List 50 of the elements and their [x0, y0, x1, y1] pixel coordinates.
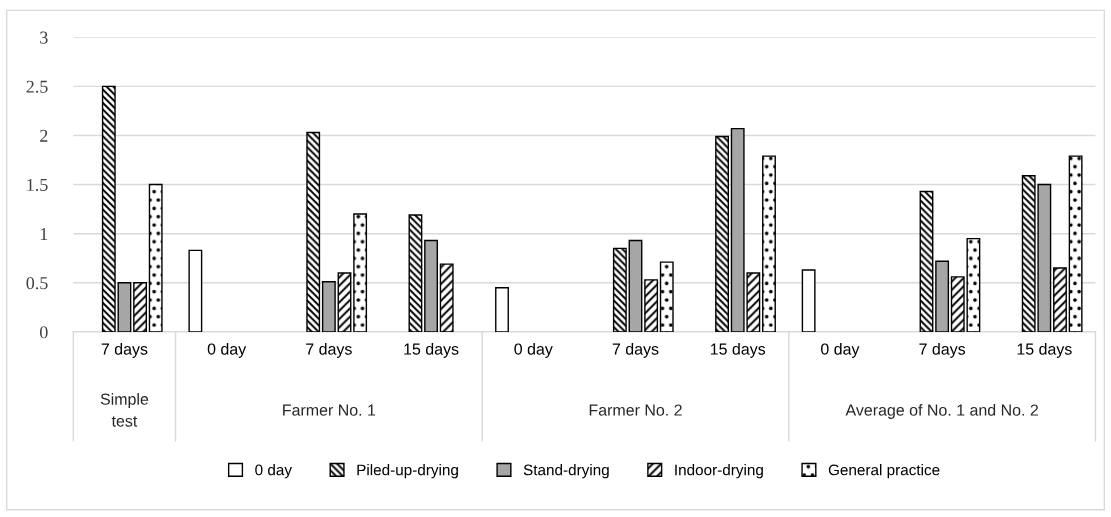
- bar: [762, 155, 776, 332]
- legend-label: 0 day: [255, 464, 292, 479]
- x-tick-label: 0 day: [821, 343, 860, 358]
- x-tick-label: 15 days: [710, 343, 766, 358]
- y-tick-label: 0.5: [26, 277, 48, 290]
- bar: [337, 272, 352, 332]
- bar: [353, 213, 368, 332]
- legend-label: Stand-drying: [523, 464, 609, 479]
- bar: [306, 131, 321, 332]
- x-tick-label: 0 day: [514, 343, 553, 358]
- bar: [1053, 267, 1067, 332]
- bar: [935, 260, 950, 332]
- x-tick-label: 15 days: [404, 343, 459, 358]
- x-tick-label: 7 days: [612, 343, 659, 358]
- bar: [321, 281, 336, 332]
- y-tick-label: 1.5: [27, 178, 48, 192]
- x-tick-label: 15 days: [1017, 343, 1072, 358]
- bar: [148, 183, 163, 332]
- bar: [644, 279, 659, 332]
- y-tick-label: 1: [40, 228, 48, 240]
- legend-label: General practice: [828, 464, 940, 479]
- x-tick-label: 0 day: [207, 343, 247, 358]
- bar: [715, 135, 729, 332]
- bar: [1068, 155, 1083, 332]
- y-tick-label: 2: [40, 129, 48, 142]
- text: Farmer No. 1: [283, 404, 376, 416]
- bar: [188, 249, 203, 332]
- legend-label: Indoor-drying: [675, 464, 763, 479]
- bar: [612, 247, 627, 332]
- x-tick-label: 7 days: [919, 343, 966, 358]
- legend-label: Piled-up-drying: [357, 464, 458, 479]
- y-tick-label: 0: [39, 326, 48, 339]
- bar: [439, 263, 454, 332]
- bar: [801, 269, 816, 332]
- bar: [659, 261, 674, 332]
- bar: [495, 287, 509, 332]
- text: Farmer No. 2: [589, 404, 682, 416]
- x-tick-label: 7 days: [306, 343, 352, 358]
- bar: [117, 282, 132, 332]
- x-tick-label: 7 days: [101, 343, 148, 358]
- bar: [133, 282, 148, 332]
- bar: [101, 85, 116, 332]
- text: Average of No. 1 and No. 2: [845, 404, 1038, 419]
- bar: [424, 239, 438, 332]
- bar: [408, 214, 423, 332]
- bar: [628, 239, 643, 332]
- bar: [919, 190, 934, 332]
- y-tick-label: 2.5: [26, 80, 48, 93]
- y-tick-label: 3: [40, 31, 48, 44]
- text: Simple test: [100, 393, 149, 427]
